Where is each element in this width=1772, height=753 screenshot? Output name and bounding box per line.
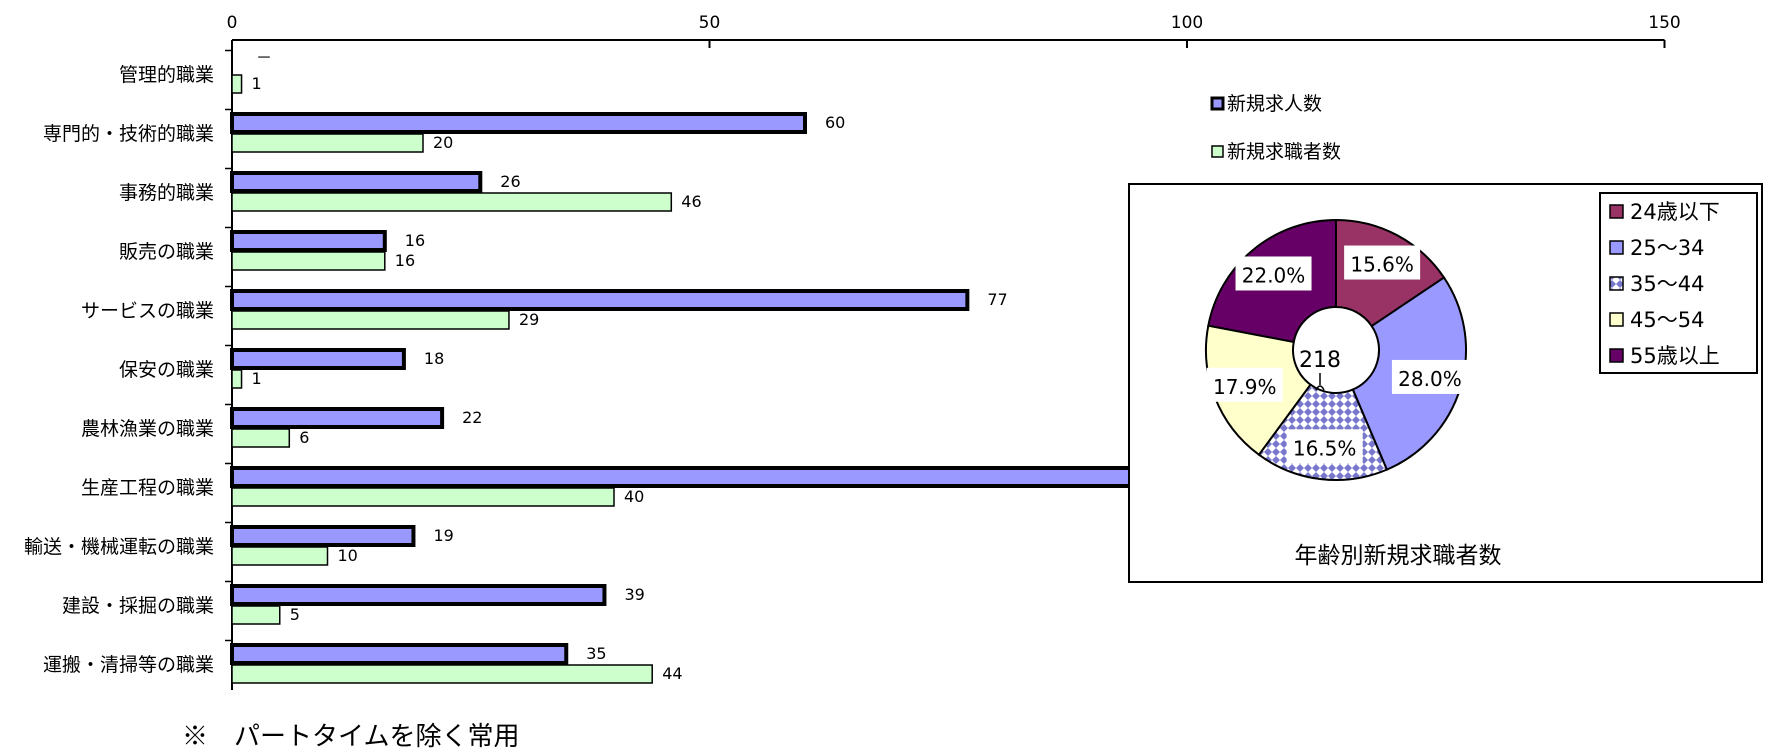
pie-legend-swatch [1609,348,1624,363]
bar-new-seekers [231,369,243,389]
bar-label-new-openings: 39 [624,585,644,604]
bar-new-openings [230,289,970,311]
bar-label-new-seekers: 29 [519,310,539,329]
category-label: 建設・採掘の職業 [62,595,214,617]
legend-swatch-new-openings [1210,96,1225,111]
category-label: 生産工程の職業 [81,477,214,499]
pie-legend-swatch [1609,312,1624,327]
bar-label-new-seekers: 44 [662,664,682,683]
bar-new-openings [230,525,416,547]
bar-label-new-seekers: 1 [252,369,262,388]
pie-slice-label-box [1344,245,1421,280]
category-label: 保安の職業 [119,359,214,381]
bar-new-openings [230,466,1218,488]
pie-legend-swatch [1609,240,1624,255]
bar-new-seekers [231,664,653,684]
x-tick-label: 150 [1648,13,1680,33]
category-label: 運搬・清掃等の職業 [43,654,214,676]
bar-new-seekers [231,74,243,94]
pie-legend-label: 25～34 [1630,236,1704,260]
pie-legend-swatch [1609,204,1624,219]
pie-center-marker [1315,373,1325,391]
bar-new-openings [230,643,569,665]
bar-label-new-openings: 16 [405,231,425,250]
bar-new-seekers [231,251,386,271]
bar-label-new-seekers: 1 [252,74,262,93]
pie-slice-label-box [1235,256,1312,291]
x-tick-label: 100 [1171,13,1203,33]
pie-legend-label: 55歳以上 [1630,344,1720,368]
bar-new-seekers [231,605,281,625]
bar-new-openings [230,348,406,370]
pie-slice-label: 17.9% [1213,375,1277,399]
bar-label-new-openings: 77 [987,290,1007,309]
pie-slice-label: 15.6% [1350,253,1414,277]
bar-label-new-openings: 22 [462,408,482,427]
bar-series: －160202646161677291812261034019103953544 [230,48,1266,684]
category-label: 輸送・機械運転の職業 [24,536,214,558]
category-label: 専門的・技術的職業 [43,123,214,145]
bar-new-seekers [231,133,424,153]
bar-new-openings [230,171,483,193]
x-tick-label: 0 [227,13,238,33]
pie-legend-swatch [1609,276,1624,291]
category-label: 農林漁業の職業 [81,418,214,440]
bar-label-new-openings: 18 [424,349,444,368]
pie-center-total: 218 [1299,348,1341,373]
footnote: ※ パートタイムを除く常用 [182,722,520,752]
bar-label-new-seekers: 16 [395,251,415,270]
bar-new-openings [230,112,807,134]
x-tick-label: 50 [699,13,721,33]
bar-new-seekers [231,192,673,212]
pie-legend-label: 24歳以下 [1630,200,1720,224]
bar-label-new-seekers: 10 [338,546,358,565]
legend-label-new-seekers: 新規求職者数 [1227,141,1341,163]
bar-new-openings [230,407,445,429]
bar-new-openings [230,584,607,606]
bar-label-new-openings: 35 [586,644,606,663]
age-pie-panel: 15.6% 28.0% 16.5% 17.9% 22.0% 218 年齢別新規求職者数 24歳… [1128,183,1763,583]
pie-legend-label: 45～54 [1630,308,1704,332]
category-label: サービスの職業 [81,300,214,322]
pie-slice-label: 28.0% [1398,367,1462,391]
bar-label-new-openings: 19 [433,526,453,545]
category-label: 管理的職業 [119,64,214,86]
legend-swatch-new-seekers [1211,145,1224,158]
pie-title: 年齢別新規求職者数 [1295,543,1502,569]
pie-slice-label-box [1391,359,1468,394]
bar-label-new-openings: 26 [500,172,520,191]
bar-label-new-openings: － [256,48,272,67]
pie-slice-label: 16.5% [1293,436,1357,460]
bar-new-openings [230,230,387,252]
bar-new-seekers [231,546,329,566]
legend-label-new-openings: 新規求人数 [1227,93,1322,115]
bar-axes: 0 50 100 150 管理的職業専門的・技術的職業事務的職業販売の職業サービスの職業… [24,13,1681,690]
pie-slice-label-box [1286,429,1363,464]
bar-label-new-seekers: 5 [290,605,300,624]
bar-new-seekers [231,310,510,330]
pie-legend-frame [1599,192,1758,374]
pie-slice-label-box [1206,367,1283,402]
bar-new-seekers [231,428,291,448]
bar-label-new-seekers: 6 [299,428,309,447]
category-label: 販売の職業 [119,241,214,263]
category-label: 事務的職業 [119,182,214,204]
bar-label-new-openings: 60 [825,113,845,132]
pie-slice-label: 22.0% [1242,263,1306,287]
bar-label-new-seekers: 20 [433,133,453,152]
pie-legend-label: 35～44 [1630,272,1704,296]
bar-label-new-seekers: 40 [624,487,644,506]
bar-label-new-seekers: 46 [681,192,701,211]
bar-new-seekers [231,487,615,507]
